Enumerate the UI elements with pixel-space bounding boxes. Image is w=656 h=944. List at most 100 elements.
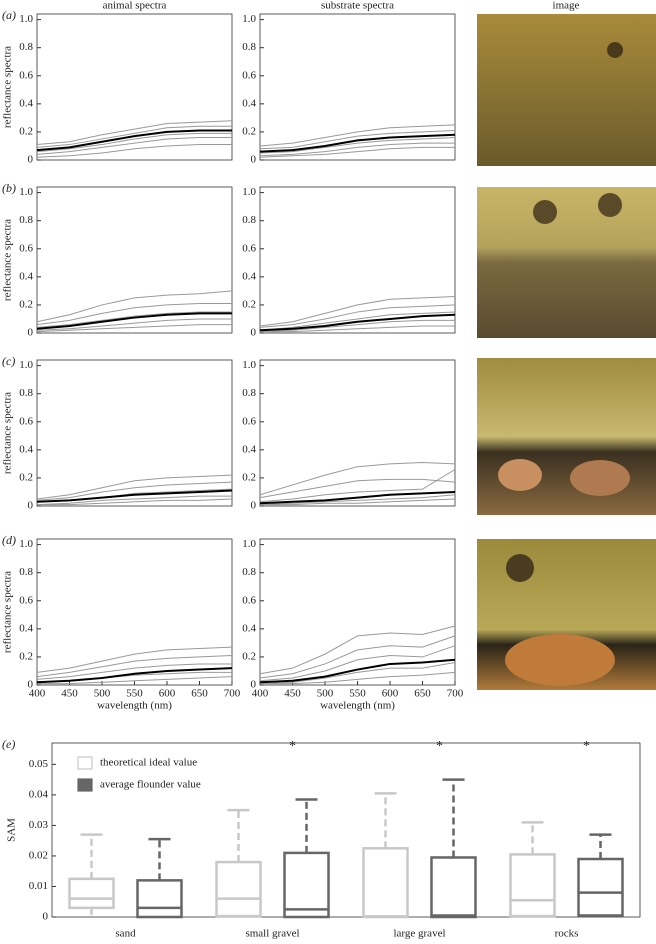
spectrum-line — [36, 125, 232, 148]
spectrum-line — [259, 658, 456, 684]
y-tick-label: 0.6 — [242, 69, 256, 81]
spectrum-line — [259, 146, 455, 158]
spectrum-line — [36, 667, 233, 684]
x-tick-label: 450 — [61, 688, 78, 700]
spectrum-line — [36, 132, 232, 153]
spectrum-line — [37, 498, 233, 506]
y-tick-label: 0.03 — [29, 819, 49, 831]
photo — [477, 187, 656, 338]
y-tick-label: 0.2 — [19, 650, 33, 662]
spectrum-line — [260, 671, 456, 685]
y-tick-label: 0.8 — [242, 214, 256, 226]
y-tick-label: 0.6 — [19, 594, 33, 606]
box — [362, 847, 409, 919]
spectrum-line — [259, 137, 456, 154]
plot-frame — [36, 186, 233, 334]
panel-label: (d) — [2, 533, 16, 547]
spectrum-line — [37, 676, 233, 685]
spectrum-line — [36, 324, 232, 333]
box — [68, 877, 115, 910]
y-tick-label: 0 — [28, 679, 34, 691]
y-tick-label: 0.8 — [19, 566, 33, 578]
x-tick-label: 500 — [94, 688, 111, 700]
y-tick-label: 0 — [251, 154, 257, 166]
x-tick-label: rocks — [555, 928, 579, 940]
spectrum-line — [259, 662, 456, 685]
photo-detail — [607, 42, 623, 58]
photo-detail — [570, 460, 630, 496]
spectrum-line — [36, 495, 232, 506]
y-tick-label: 0.6 — [242, 415, 256, 427]
legend-label: theoretical ideal value — [100, 757, 197, 769]
spectrum-line — [259, 645, 456, 682]
x-tick-label: 550 — [349, 688, 366, 700]
spectrum-line — [36, 120, 233, 146]
x-tick-label: 600 — [159, 688, 176, 700]
y-tick-label: 0.01 — [29, 880, 48, 892]
legend-swatch — [77, 756, 93, 770]
photo-detail — [505, 634, 615, 686]
y-tick-label: 0.4 — [19, 443, 33, 455]
box — [215, 860, 262, 918]
x-tick-label: sand — [115, 928, 136, 940]
x-tick-label: 650 — [191, 688, 208, 700]
spectrum-line — [36, 663, 232, 680]
x-tick-label: 700 — [447, 688, 464, 700]
spectrum-line — [36, 489, 233, 503]
photo-detail — [598, 193, 622, 217]
y-tick-label: 0.02 — [29, 849, 48, 861]
x-tick-label: 600 — [382, 688, 399, 700]
y-tick-label: 1.0 — [19, 359, 33, 371]
x-tick-label: 400 — [252, 688, 269, 700]
y-tick-label: 0 — [28, 154, 34, 166]
y-tick-label: 0 — [251, 500, 257, 512]
y-tick-label: 0 — [251, 679, 257, 691]
spectrum-line — [259, 469, 456, 503]
y-tick-label: 0.8 — [242, 566, 256, 578]
y-tick-label: 0.4 — [242, 97, 256, 109]
spectrum-line — [36, 646, 233, 673]
spectrum-line — [259, 319, 455, 333]
y-tick-label: 0.2 — [19, 125, 33, 137]
y-tick-label: 1.0 — [242, 13, 256, 25]
legend-label: average flounder value — [100, 779, 201, 791]
column-header: animal spectra — [103, 0, 167, 12]
x-tick-label: 650 — [414, 688, 431, 700]
y-tick-label: 0.8 — [242, 41, 256, 53]
y-tick-label: 0.05 — [29, 758, 49, 770]
box — [577, 857, 624, 917]
y-tick-label: 0.6 — [242, 242, 256, 254]
y-tick-label: 1.0 — [19, 186, 33, 198]
y-tick-label: 0 — [43, 911, 49, 923]
spectrum-line — [36, 144, 232, 158]
x-tick-label: 450 — [284, 688, 301, 700]
panel-label: (e) — [2, 737, 15, 751]
y-tick-label: 0.2 — [19, 471, 33, 483]
panel-label: (a) — [2, 8, 16, 22]
photo-detail — [533, 200, 557, 224]
spectrum-line — [36, 312, 232, 330]
plot-frame — [36, 538, 233, 686]
y-tick-label: 0.6 — [19, 69, 33, 81]
spectrum-line — [259, 461, 456, 496]
x-axis-label: wavelength (nm) — [97, 700, 172, 712]
y-tick-label: 0.6 — [19, 415, 33, 427]
x-tick-label: large gravel — [393, 928, 445, 940]
panel-label: (b) — [2, 181, 16, 195]
spectrum-line — [260, 325, 455, 333]
spectrum-line — [259, 124, 456, 147]
spectrum-line — [259, 490, 456, 505]
y-tick-label: 0 — [28, 327, 34, 339]
y-tick-label: 0.8 — [242, 387, 256, 399]
plot-frame — [51, 742, 641, 918]
spectrum-line — [259, 625, 456, 675]
y-axis-label: reflectance spectra — [2, 46, 14, 128]
spectrum-line — [259, 311, 456, 331]
photo-detail — [498, 459, 542, 491]
y-axis-label: reflectance spectra — [2, 392, 14, 474]
spectrum-line — [259, 304, 456, 328]
y-tick-label: 0.2 — [242, 298, 256, 310]
y-axis-label: SAM — [6, 818, 18, 842]
